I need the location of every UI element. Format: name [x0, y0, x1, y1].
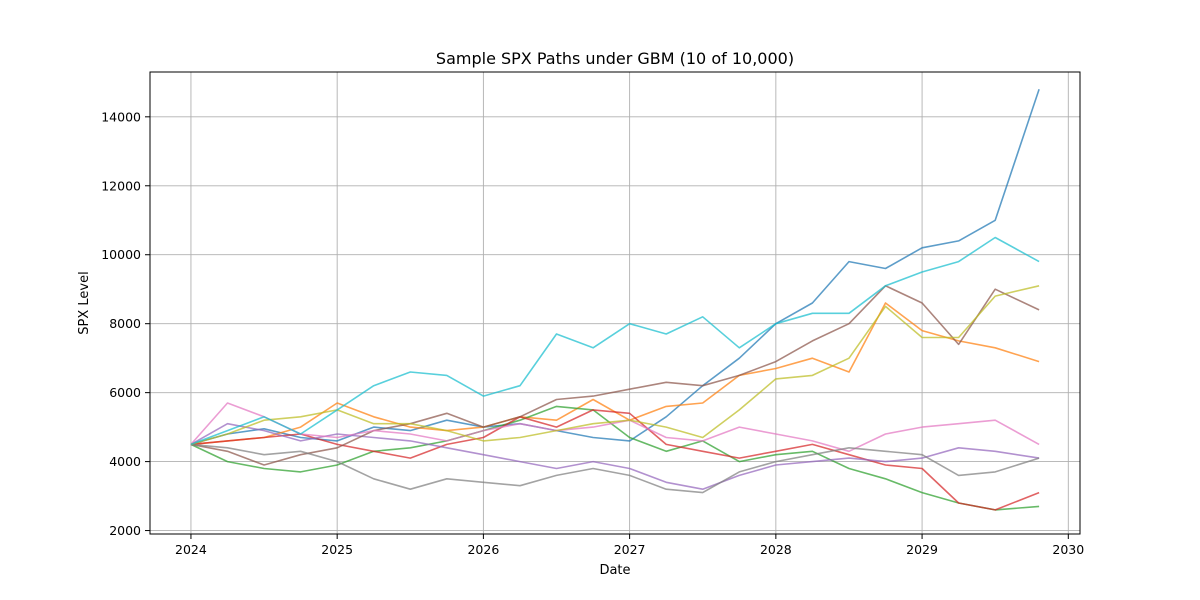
y-tick-label: 4000 — [109, 454, 141, 469]
y-tick-label: 2000 — [109, 523, 141, 538]
series-line-2 — [190, 302, 1040, 446]
x-tick-label: 2025 — [321, 542, 353, 557]
chart-title: Sample SPX Paths under GBM (10 of 10,000… — [436, 49, 794, 68]
y-tick-label: 8000 — [109, 316, 141, 331]
series-line-8 — [190, 443, 1040, 494]
series-lines — [190, 88, 1040, 511]
y-tick-label: 10000 — [101, 247, 141, 262]
series-line-5 — [190, 422, 1040, 491]
x-tick-label: 2026 — [467, 542, 499, 557]
plot-frame — [149, 71, 1081, 535]
series-line-4 — [190, 409, 1040, 511]
y-tick-label: 14000 — [101, 109, 141, 124]
x-tick-label: 2029 — [906, 542, 938, 557]
x-tick-label: 2028 — [760, 542, 792, 557]
series-line-7 — [190, 402, 1040, 453]
x-axis-label: Date — [599, 563, 630, 578]
x-tick-label: 2030 — [1052, 542, 1084, 557]
y-tick-label: 6000 — [109, 385, 141, 400]
x-tick-label: 2024 — [175, 542, 207, 557]
series-line-10 — [190, 236, 1040, 446]
axis-ticks: 2024 2025 2026 2027 2028 2029 2030 2000 4000 6000… — [101, 109, 1084, 557]
y-tick-label: 12000 — [101, 178, 141, 193]
y-axis-label: SPX Level — [77, 271, 92, 334]
x-tick-label: 2027 — [614, 542, 646, 557]
series-line-9 — [190, 285, 1040, 446]
series-line-6 — [190, 284, 1040, 466]
series-line-1 — [190, 88, 1040, 446]
